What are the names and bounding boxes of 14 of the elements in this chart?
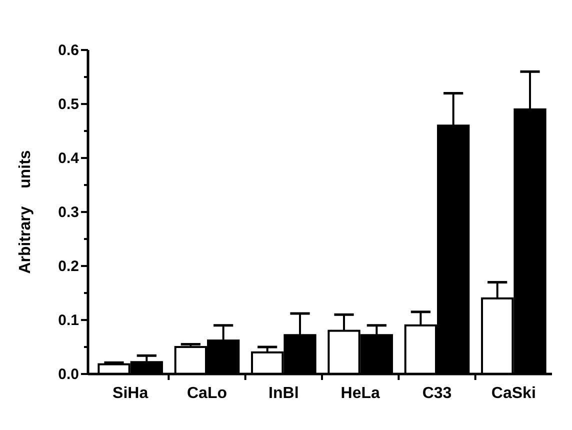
y-tick-label: 0.3	[58, 204, 79, 221]
x-tick-label: InBl	[268, 385, 299, 402]
x-tick-label: C33	[422, 385, 452, 402]
y-tick-label: 0.2	[58, 258, 79, 275]
y-tick-label: 0.6	[58, 42, 79, 59]
y-tick-label: 0.0	[58, 366, 79, 383]
x-tick-label: CaSki	[491, 385, 536, 402]
x-tick-label: SiHa	[112, 385, 148, 402]
x-tick-label: CaLo	[187, 385, 228, 402]
y-tick-label: 0.1	[58, 312, 79, 329]
y-axis-title: Arbitrary units	[17, 150, 34, 274]
y-tick-label: 0.5	[58, 96, 79, 113]
x-tick-label: HeLa	[340, 385, 380, 402]
y-tick-label: 0.4	[58, 150, 80, 167]
